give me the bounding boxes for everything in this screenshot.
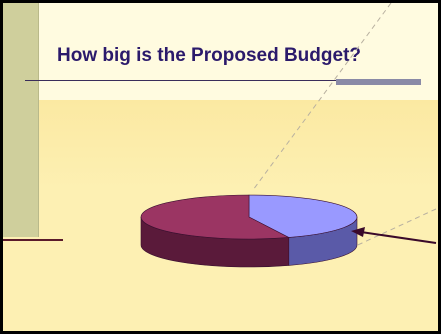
side-accent-bar: [3, 3, 39, 237]
pointer-arrow: [351, 227, 437, 244]
pie-slice-0: [140, 194, 290, 240]
pie-chart: [140, 3, 437, 268]
slide: How big is the Proposed Budget?: [3, 3, 438, 331]
slide-title: How big is the Proposed Budget?: [57, 45, 361, 66]
pie-slice-1: [248, 194, 358, 238]
pie-slices: [140, 194, 358, 268]
left-divider: [3, 239, 63, 241]
title-underline: [25, 80, 417, 81]
title-underline-accent: [336, 79, 421, 85]
